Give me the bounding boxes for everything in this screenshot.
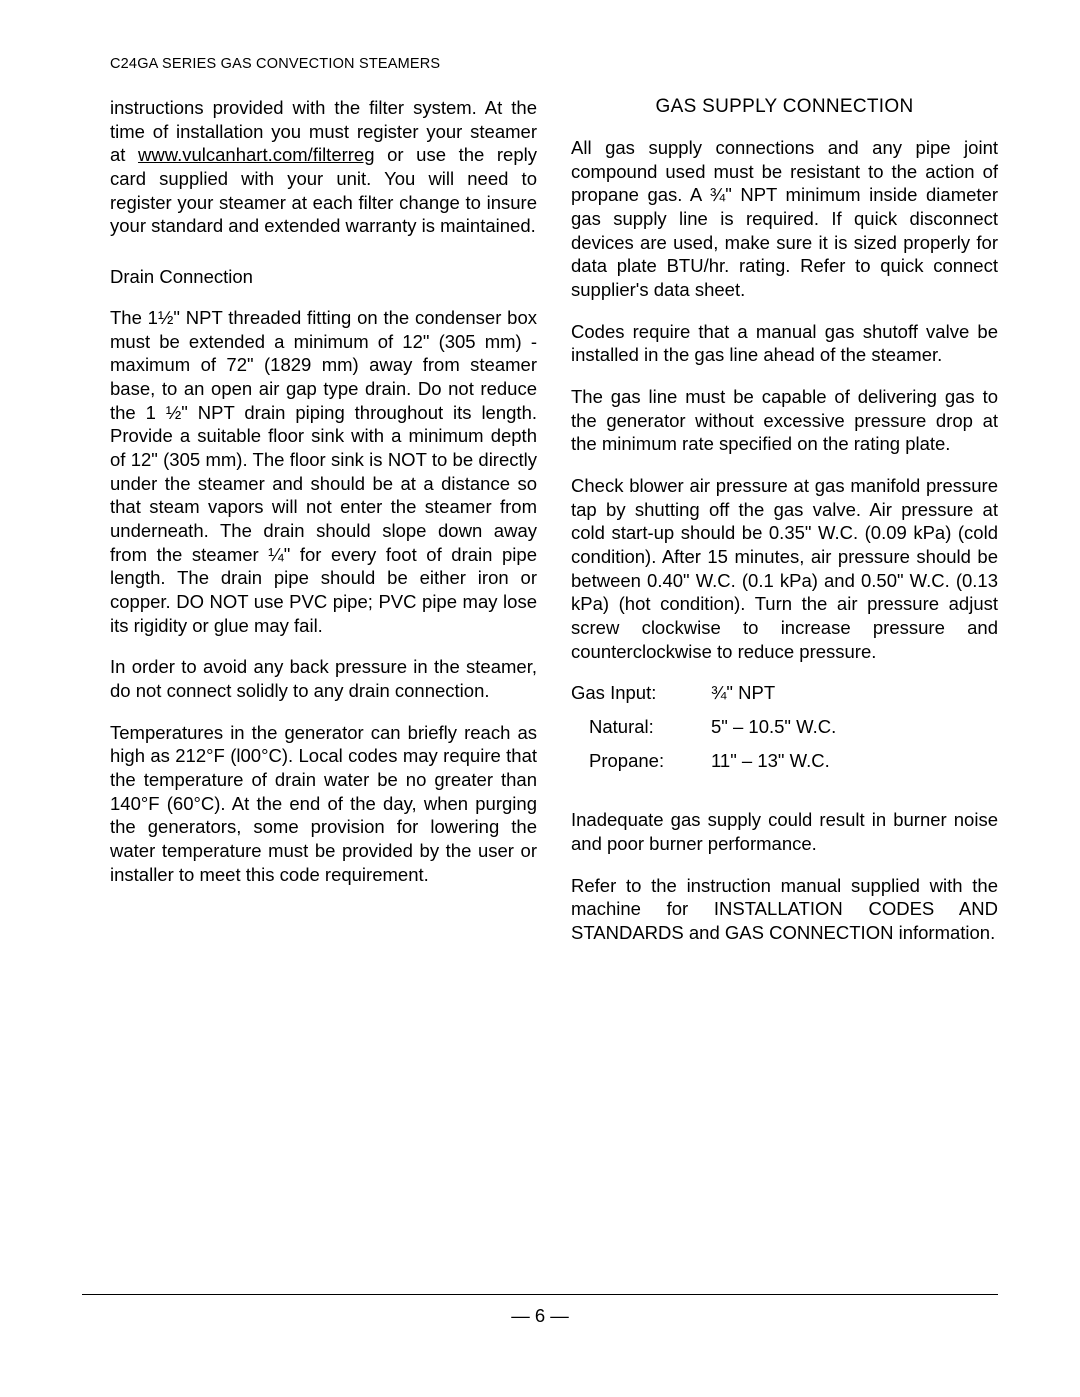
left-p2: The 1½" NPT threaded fitting on the cond… — [110, 306, 537, 637]
gas-input-value: ¾" NPT — [711, 681, 998, 705]
drain-connection-heading: Drain Connection — [110, 266, 537, 288]
left-p1: instructions provided with the filter sy… — [110, 96, 537, 238]
right-p1: All gas supply connections and any pipe … — [571, 136, 998, 302]
gas-row-propane: Propane: 11" – 13" W.C. — [571, 749, 998, 773]
gas-row-natural: Natural: 5" – 10.5" W.C. — [571, 715, 998, 739]
filterreg-link[interactable]: www.vulcanhart.com/filterreg — [138, 144, 374, 165]
gas-supply-heading: GAS SUPPLY CONNECTION — [571, 96, 998, 118]
left-p3: In order to avoid any back pressure in t… — [110, 655, 537, 702]
right-p4: Check blower air pressure at gas manifol… — [571, 474, 998, 663]
gas-natural-value: 5" – 10.5" W.C. — [711, 715, 998, 739]
right-p3: The gas line must be capable of deliveri… — [571, 385, 998, 456]
left-column: instructions provided with the filter sy… — [82, 96, 537, 963]
right-p5: Inadequate gas supply could result in bu… — [571, 808, 998, 855]
content-columns: instructions provided with the filter sy… — [82, 96, 998, 963]
gas-input-label: Gas Input: — [571, 681, 711, 705]
right-column: GAS SUPPLY CONNECTION All gas supply con… — [571, 96, 998, 963]
gas-natural-label: Natural: — [571, 715, 711, 739]
page-header: C24GA SERIES GAS CONVECTION STEAMERS — [110, 56, 998, 72]
page-number: — 6 — — [511, 1305, 569, 1327]
gas-row-input: Gas Input: ¾" NPT — [571, 681, 998, 705]
gas-input-table: Gas Input: ¾" NPT Natural: 5" – 10.5" W.… — [571, 681, 998, 772]
right-p2: Codes require that a manual gas shutoff … — [571, 320, 998, 367]
footer: — 6 — — [82, 1294, 998, 1327]
page: C24GA SERIES GAS CONVECTION STEAMERS ins… — [0, 0, 1080, 1397]
right-p6: Refer to the instruction manual supplied… — [571, 874, 998, 945]
gas-propane-value: 11" – 13" W.C. — [711, 749, 998, 773]
left-p4: Temperatures in the generator can briefl… — [110, 721, 537, 887]
gas-propane-label: Propane: — [571, 749, 711, 773]
